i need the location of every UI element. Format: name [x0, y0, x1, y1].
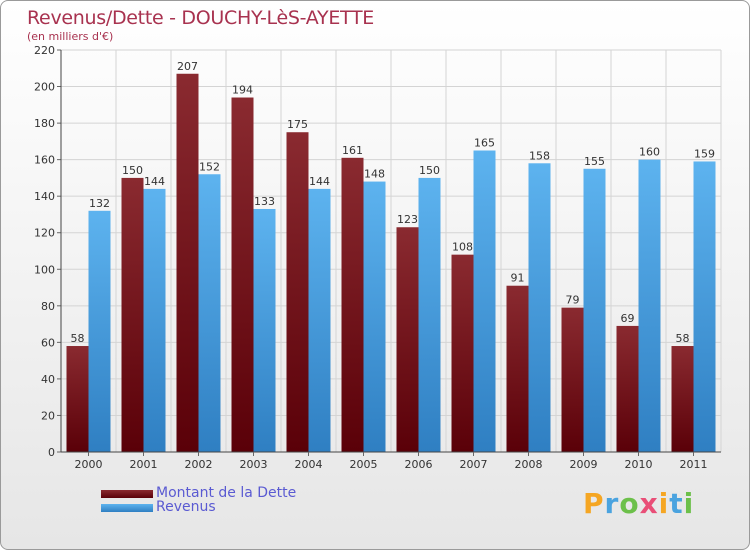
x-tick-label: 2011 — [680, 458, 708, 471]
bar-dette — [451, 254, 474, 452]
value-label-dette: 175 — [287, 118, 308, 131]
y-tick-label: 200 — [34, 81, 55, 94]
bar-revenus — [528, 163, 551, 453]
y-tick-label: 140 — [34, 190, 55, 203]
bar-revenus — [88, 210, 111, 452]
logo-letter: i — [683, 487, 695, 520]
logo-letter: P — [583, 487, 605, 520]
bar-dette — [341, 157, 364, 453]
bar-dette — [286, 132, 309, 452]
bar-dette — [231, 97, 254, 452]
chart-title: Revenus/Dette - DOUCHY-LèS-AYETTE — [27, 7, 375, 29]
proxiti-logo: Proxiti — [583, 487, 694, 520]
logo-letter: t — [669, 487, 684, 520]
value-label-revenus: 158 — [529, 149, 550, 162]
value-label-revenus: 160 — [639, 146, 660, 159]
bar-revenus — [363, 181, 386, 452]
x-tick-label: 2000 — [75, 458, 103, 471]
value-label-revenus: 165 — [474, 137, 495, 150]
value-label-dette: 161 — [342, 144, 363, 157]
value-label-revenus: 152 — [199, 160, 220, 173]
value-label-dette: 58 — [71, 332, 85, 345]
y-tick-label: 0 — [48, 446, 55, 459]
bar-revenus — [143, 188, 166, 452]
bar-revenus — [418, 177, 441, 452]
x-tick-label: 2010 — [625, 458, 653, 471]
logo-letter: x — [639, 487, 659, 520]
bar-dette — [506, 285, 529, 452]
bar-revenus — [198, 174, 221, 452]
x-tick-label: 2007 — [460, 458, 488, 471]
bar-dette — [671, 346, 694, 452]
x-tick-label: 2009 — [570, 458, 598, 471]
value-label-revenus: 144 — [309, 175, 330, 188]
value-label-revenus: 148 — [364, 168, 385, 181]
value-label-dette: 207 — [177, 60, 198, 73]
value-label-dette: 108 — [452, 241, 473, 254]
y-tick-label: 80 — [41, 300, 55, 313]
bar-dette — [121, 177, 144, 452]
bar-dette — [396, 227, 419, 452]
logo-letter: o — [619, 487, 640, 520]
value-label-dette: 79 — [566, 294, 580, 307]
y-tick-label: 180 — [34, 117, 55, 130]
y-tick-label: 160 — [34, 154, 55, 167]
x-tick-label: 2008 — [515, 458, 543, 471]
y-tick-label: 120 — [34, 227, 55, 240]
x-tick-label: 2003 — [240, 458, 268, 471]
y-tick-label: 100 — [34, 263, 55, 276]
chart-subtitle: (en milliers d'€) — [27, 30, 114, 43]
value-label-dette: 91 — [511, 272, 525, 285]
x-tick-label: 2001 — [130, 458, 158, 471]
value-label-revenus: 150 — [419, 164, 440, 177]
value-label-dette: 123 — [397, 213, 418, 226]
x-tick-label: 2002 — [185, 458, 213, 471]
value-label-revenus: 132 — [89, 197, 110, 210]
bar-dette — [66, 346, 89, 452]
y-tick-label: 20 — [41, 409, 55, 422]
x-tick-label: 2006 — [405, 458, 433, 471]
y-tick-label: 40 — [41, 373, 55, 386]
y-tick-label: 60 — [41, 336, 55, 349]
legend-label-dette: Montant de la Dette — [156, 485, 297, 501]
value-label-revenus: 144 — [144, 175, 165, 188]
x-tick-label: 2005 — [350, 458, 378, 471]
value-label-dette: 150 — [122, 164, 143, 177]
value-label-revenus: 155 — [584, 155, 605, 168]
legend-swatch-revenus — [101, 504, 153, 512]
bar-revenus — [308, 188, 331, 452]
value-label-dette: 194 — [232, 84, 253, 97]
y-tick-label: 220 — [34, 44, 55, 57]
bar-dette — [176, 73, 199, 452]
value-label-revenus: 133 — [254, 195, 275, 208]
bar-revenus — [253, 208, 276, 452]
legend-swatch-dette — [101, 490, 153, 498]
value-label-revenus: 159 — [694, 147, 715, 160]
bar-dette — [616, 325, 639, 452]
value-label-dette: 69 — [621, 312, 635, 325]
logo-letter: i — [658, 487, 670, 520]
bar-dette — [561, 307, 584, 452]
bar-revenus — [583, 168, 606, 453]
value-label-dette: 58 — [676, 332, 690, 345]
x-tick-label: 2004 — [295, 458, 323, 471]
bar-revenus — [638, 159, 661, 453]
logo-letter: r — [604, 487, 620, 520]
bar-revenus — [693, 161, 716, 453]
legend-label-revenus: Revenus — [156, 499, 216, 515]
bar-revenus — [473, 150, 496, 452]
